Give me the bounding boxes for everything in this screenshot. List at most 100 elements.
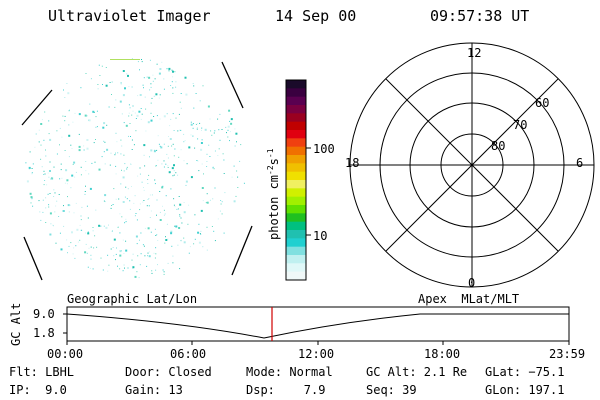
image-pixel [81,229,83,231]
image-pixel [88,247,90,249]
image-pixel [70,242,72,244]
image-pixel [203,173,204,175]
image-pixel [80,87,82,89]
colorbar-segment [286,138,306,148]
image-pixel [200,230,202,232]
image-pixel [147,121,150,124]
image-pixel [196,123,198,125]
image-pixel [165,236,166,238]
image-pixel [174,225,176,227]
image-pixel [144,227,146,229]
image-pixel [171,245,173,247]
image-pixel [86,205,88,207]
image-pixel [40,158,42,160]
image-pixel [110,248,112,250]
footer-dsp: Dsp: 7.9 [246,383,326,397]
image-pixel [194,238,196,240]
image-pixel [180,239,182,241]
image-pixel [26,180,29,183]
image-pixel [206,249,208,251]
image-pixel [56,130,58,132]
image-pixel [157,240,159,241]
image-pixel [233,200,236,203]
image-pixel [98,224,101,227]
image-pixel [165,195,167,197]
image-pixel [40,219,42,221]
image-pixel [92,268,94,270]
image-pixel [233,165,235,167]
image-pixel [135,213,137,214]
image-pixel [38,141,40,143]
image-pixel [163,78,165,80]
image-pixel [201,139,203,141]
image-pixel [221,213,223,215]
image-pixel [140,232,142,234]
image-pixel [235,195,237,197]
image-pixel [79,224,81,226]
image-pixel [126,168,128,170]
image-pixel [183,133,185,135]
image-pixel [149,217,151,218]
image-pixel [59,232,61,234]
image-pixel [104,163,106,165]
image-pixel [155,235,157,236]
image-pixel [153,150,156,153]
image-pixel [213,168,215,170]
image-pixel [142,201,144,203]
image-pixel [85,243,87,245]
image-pixel [168,171,171,174]
image-pixel [107,254,109,256]
image-pixel [173,198,175,200]
image-pixel [48,176,50,178]
image-pixel [156,149,158,151]
image-pixel [140,253,142,255]
image-pixel [192,127,194,129]
image-pixel [113,255,115,257]
image-pixel [139,264,141,266]
image-pixel [201,163,203,165]
image-pixel [227,125,230,128]
image-pixel [151,270,153,272]
image-pixel [217,155,219,156]
image-pixel [86,147,89,150]
image-pixel [184,140,186,142]
x-tick-1800: 18:00 [424,347,461,361]
footer-glon: GLon: 197.1 [485,383,565,397]
image-pixel [136,219,138,221]
image-pixel [55,205,57,207]
image-pixel [90,254,92,256]
image-pixel [72,121,74,123]
image-pixel [154,228,156,230]
image-pixel [172,143,174,145]
lat-label-60: 60 [535,96,550,110]
colorbar [286,80,306,281]
image-pixel [156,63,158,65]
date-label: 14 Sep 00 [275,7,357,25]
image-pixel [84,251,87,254]
image-pixel [121,216,123,218]
colorbar-segment [286,188,306,198]
image-pixel [152,80,154,82]
image-pixel [72,163,74,165]
image-pixel [180,93,182,94]
image-pixel [48,120,50,122]
image-pixel [85,73,87,74]
image-pixel [167,262,169,264]
image-pixel [185,93,188,96]
image-pixel [167,238,169,240]
image-pixel [162,269,164,271]
image-pixel [89,187,92,190]
image-pixel [74,257,76,259]
image-pixel [101,65,103,67]
colorbar-segment [286,271,306,281]
image-pixel [138,277,140,279]
image-pixel [115,173,117,175]
colorbar-segment [286,221,306,231]
image-pixel [143,189,145,191]
image-pixel [150,149,153,152]
image-pixel [126,73,128,75]
colorbar-segment [286,196,306,206]
image-pixel [200,148,203,151]
x-tick-0600: 06:00 [170,347,207,361]
image-pixel [155,269,157,271]
